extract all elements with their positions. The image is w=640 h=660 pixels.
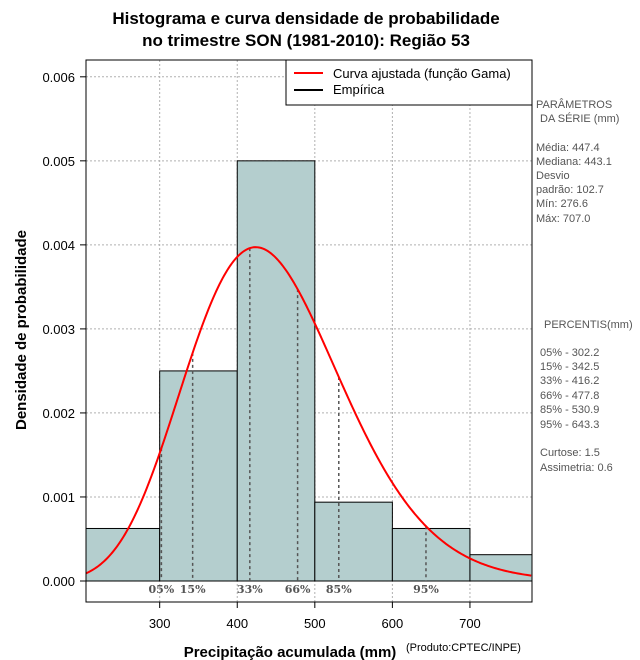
histogram-bar-3 (314, 501, 393, 582)
param-mean: Média: 447.4 (536, 142, 600, 154)
percentil-05: 05% - 302.2 (540, 347, 599, 359)
x-axis: 300 400 500 600 700 (149, 602, 481, 631)
chart-title-line-1: Histograma e curva densidade de probabil… (112, 9, 499, 28)
legend-label-empirical: Empírica (333, 82, 385, 97)
param-max: Máx: 707.0 (536, 213, 590, 225)
param-min: Mín: 276.6 (536, 198, 588, 210)
params-title-line-2: DA SÉRIE (mm) (540, 112, 619, 125)
param-sd-label: Desvio (536, 170, 570, 182)
percentile-label-4: 85% (326, 583, 352, 596)
percentile-label-0: 05% (149, 583, 175, 596)
percentiles-panel: PERCENTIS(mm) 05% - 302.2 15% - 342.5 33… (540, 319, 633, 474)
y-tick-label-0.003: 0.003 (42, 322, 75, 337)
percentile-label-1: 15% (180, 583, 206, 596)
param-median: Mediana: 443.1 (536, 156, 612, 168)
gamma-fit-curve (85, 246, 532, 577)
x-tick-label-300: 300 (149, 616, 171, 631)
y-axis: 0.000 0.001 0.002 0.003 0.004 0.005 0.006 (42, 70, 86, 589)
product-credit: (Produto:CPTEC/INPE) (406, 642, 521, 654)
legend-box (285, 59, 533, 106)
histogram-bars (85, 160, 533, 582)
y-tick-label-0.004: 0.004 (42, 238, 75, 253)
percentil-85: 85% - 530.9 (540, 404, 599, 416)
x-tick-label-600: 600 (382, 616, 404, 631)
percentil-33: 33% - 416.2 (540, 375, 599, 387)
histogram-bar-1 (159, 370, 238, 582)
kurtosis: Curtose: 1.5 (540, 447, 600, 459)
series-parameters-panel: PARÂMETROS DA SÉRIE (mm) Média: 447.4 Me… (536, 98, 619, 225)
histogram-bar-4 (391, 527, 471, 582)
y-tick-label-0.000: 0.000 (42, 574, 75, 589)
x-axis-label: Precipitação acumulada (mm) (184, 644, 397, 660)
percentile-label-5: 95% (413, 583, 439, 596)
percentis-title: PERCENTIS(mm) (544, 319, 633, 331)
x-tick-label-500: 500 (304, 616, 326, 631)
percentile-labels: 05% 15% 33% 66% 85% 95% (149, 583, 440, 596)
x-tick-label-700: 700 (459, 616, 481, 631)
percentile-label-2: 33% (237, 583, 263, 596)
gamma-curve-group (85, 246, 532, 577)
legend: Curva ajustada (função Gama) Empírica (285, 59, 533, 106)
percentil-66: 66% - 477.8 (540, 390, 599, 402)
percentile-lines (160, 248, 427, 581)
y-tick-label-0.001: 0.001 (42, 490, 75, 505)
histogram-bar-2 (236, 160, 316, 582)
y-tick-label-0.002: 0.002 (42, 406, 75, 421)
skewness: Assimetria: 0.6 (540, 462, 613, 474)
params-title-line-1: PARÂMETROS (536, 98, 612, 111)
histogram-bar-5 (469, 554, 533, 582)
x-tick-label-400: 400 (226, 616, 248, 631)
chart-title-line-2: no trimestre SON (1981-2010): Região 53 (142, 31, 470, 50)
legend-label-curve: Curva ajustada (função Gama) (333, 66, 511, 81)
y-axis-label: Densidade de probabilidade (13, 230, 30, 430)
percentil-15: 15% - 342.5 (540, 361, 599, 373)
y-tick-label-0.006: 0.006 (42, 70, 75, 85)
percentile-label-3: 66% (285, 583, 311, 596)
y-tick-label-0.005: 0.005 (42, 154, 75, 169)
percentil-95: 95% - 643.3 (540, 419, 599, 431)
param-sd: padrão: 102.7 (536, 184, 604, 196)
